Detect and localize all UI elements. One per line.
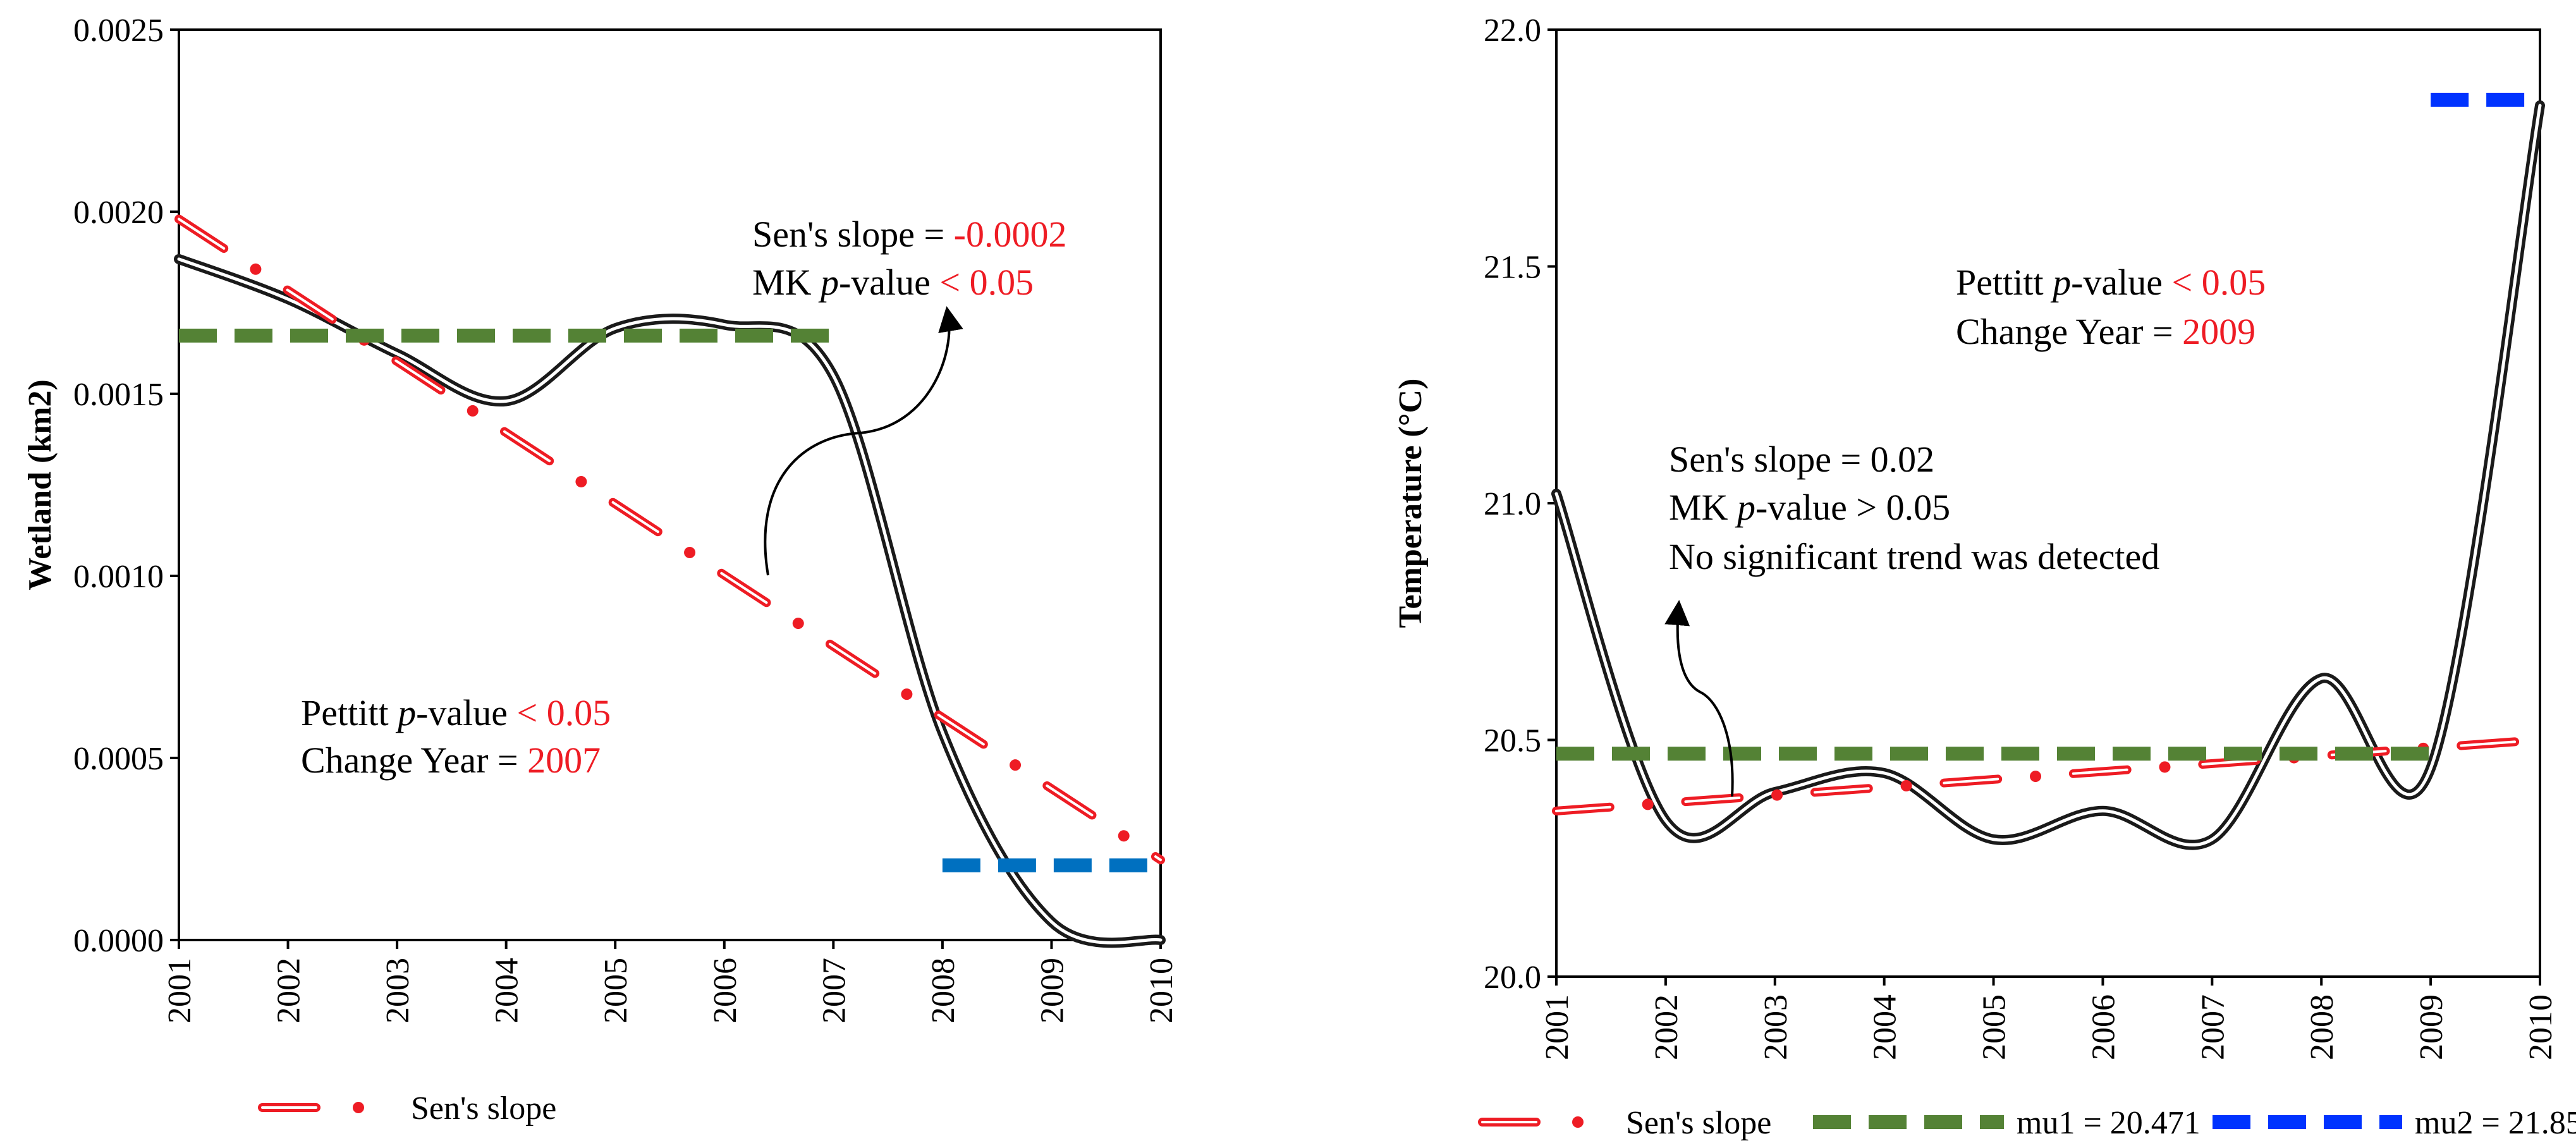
y-tick-label: 0.0025 xyxy=(73,13,164,49)
annotation-arrow xyxy=(1664,600,1734,797)
data-curve-inner xyxy=(177,257,1163,944)
sens-slope-line xyxy=(174,214,1165,865)
x-tick-label: 2001 xyxy=(1539,994,1575,1060)
y-tick-label: 21.5 xyxy=(1484,250,1541,286)
data-curve-inner xyxy=(1554,104,2542,847)
sens-slope-line-dot xyxy=(467,405,479,417)
x-tick-label: 2002 xyxy=(271,958,307,1023)
sens-slope-line-dash-inner xyxy=(720,571,768,604)
sens-slope-line-dot xyxy=(1118,830,1130,842)
y-tick-label: 0.0015 xyxy=(73,377,164,413)
x-tick-label: 2001 xyxy=(162,958,198,1023)
sens-slope-line-dot xyxy=(2030,771,2042,783)
annotation-no-trend: No significant trend was detected xyxy=(1669,536,2159,577)
x-tick-label: 2009 xyxy=(2414,994,2450,1060)
sens-slope-line-dash-inner xyxy=(1555,805,1611,812)
annotation-mk-pvalue: MK p-value < 0.05 xyxy=(752,262,1034,303)
sens-slope-line-dash-inner xyxy=(503,430,551,463)
x-tick-label: 2003 xyxy=(1758,994,1794,1060)
y-tick-label: 0.0010 xyxy=(73,559,164,595)
x-tick-label: 2009 xyxy=(1034,958,1070,1023)
y-tick-label: 22.0 xyxy=(1484,13,1541,49)
sens-slope-line-dash-inner xyxy=(1154,855,1162,862)
plot-frame xyxy=(178,28,1162,941)
annotation-mk-pvalue: MK p-value > 0.05 xyxy=(1669,487,1950,528)
x-tick-label: 2007 xyxy=(2195,994,2231,1060)
annotation-change-year: Change Year = 2007 xyxy=(301,740,601,781)
x-tick-label: 2002 xyxy=(1649,994,1685,1060)
sens-slope-line-dot xyxy=(684,547,696,559)
sens-slope-line-dash-inner xyxy=(1813,787,1870,794)
sens-slope-line-dot xyxy=(250,263,262,275)
temperature-chart: 20.0 20.5 21.0 21.5 22.0 2001 2002 2003 2004 2005… xyxy=(1393,13,2576,1141)
legend-label-sens-slope: Sen's slope xyxy=(1626,1105,1771,1141)
sens-slope-line-dash-inner xyxy=(2460,740,2517,747)
y-tick-label: 20.5 xyxy=(1484,723,1541,759)
sens-slope-line-dash-inner xyxy=(178,217,226,250)
sens-slope-line-dot xyxy=(575,475,587,487)
annotation-arrow xyxy=(764,306,963,576)
sens-slope-line-dash-inner xyxy=(1046,784,1094,817)
sens-slope-line-dot xyxy=(1642,798,1654,810)
sens-slope-line-dot xyxy=(1771,789,1783,801)
x-tick-label: 2010 xyxy=(2523,994,2559,1060)
sens-slope-line-dash-inner xyxy=(1684,796,1741,803)
sens-slope-line-dot xyxy=(1900,779,1912,791)
sens-slope-line-dash-inner xyxy=(2072,768,2128,775)
legend: Sen's slope xyxy=(258,1090,556,1127)
x-tick-label: 2006 xyxy=(707,958,743,1023)
annotation-pettitt-pvalue: Pettitt p-value < 0.05 xyxy=(1956,262,2266,303)
x-tick-label: 2007 xyxy=(816,958,852,1023)
y-tick-label: 20.0 xyxy=(1484,960,1541,996)
sens-slope-line-dot xyxy=(901,688,913,700)
x-tick-label: 2010 xyxy=(1144,958,1180,1023)
sens-slope-line-dash-inner xyxy=(394,359,443,392)
y-tick-label: 21.0 xyxy=(1484,486,1541,522)
data-curve xyxy=(174,253,1166,948)
legend-sens-slope-dot xyxy=(1572,1116,1584,1128)
x-tick-label: 2006 xyxy=(2085,994,2121,1060)
legend-label-mu1: mu1 = 20.471 xyxy=(2017,1105,2201,1141)
annotation-pettitt-pvalue: Pettitt p-value < 0.05 xyxy=(301,692,611,733)
legend-label-mu2: mu2 = 21.852 xyxy=(2415,1105,2576,1141)
legend: Sen's slope mu1 = 20.471 mu2 = 21.852 xyxy=(1478,1105,2576,1141)
sens-slope-line-dash-inner xyxy=(828,642,877,675)
y-axis-label: Wetland (km2) xyxy=(22,379,58,590)
annotation-sens-slope: Sen's slope = 0.02 xyxy=(1669,439,1934,480)
x-tick-label: 2005 xyxy=(1977,994,2013,1060)
annotation-change-year: Change Year = 2009 xyxy=(1956,311,2256,352)
wetland-chart: 0.0000 0.0005 0.0010 0.0015 0.0020 0.0025 2001… xyxy=(22,13,1180,1127)
sens-slope-line-dash-inner xyxy=(286,288,334,321)
y-tick-label: 0.0020 xyxy=(73,195,164,231)
x-tick-label: 2008 xyxy=(2304,994,2340,1060)
sens-slope-line-dot xyxy=(792,618,804,630)
sens-slope-line-dot xyxy=(1010,759,1022,771)
sens-slope-line-dash-inner xyxy=(1943,778,1999,785)
sens-slope-line-dash-inner xyxy=(2201,759,2258,766)
x-tick-label: 2004 xyxy=(489,958,525,1023)
y-axis-label: Temperature (°C) xyxy=(1393,379,1429,628)
sens-slope-line-dash-inner xyxy=(611,501,659,534)
y-tick-label: 0.0005 xyxy=(73,741,164,777)
y-tick-label: 0.0000 xyxy=(73,923,164,959)
legend-sens-slope-dot xyxy=(353,1102,364,1113)
legend-label-sens-slope: Sen's slope xyxy=(411,1090,556,1127)
x-tick-label: 2004 xyxy=(1867,994,1903,1060)
x-tick-label: 2005 xyxy=(598,958,634,1023)
annotation-sens-slope: Sen's slope = -0.0002 xyxy=(752,214,1067,255)
x-tick-label: 2008 xyxy=(925,958,961,1023)
sens-slope-line-dash-inner xyxy=(937,713,985,746)
sens-slope-line-dot xyxy=(2159,761,2171,773)
x-tick-label: 2003 xyxy=(380,958,416,1023)
